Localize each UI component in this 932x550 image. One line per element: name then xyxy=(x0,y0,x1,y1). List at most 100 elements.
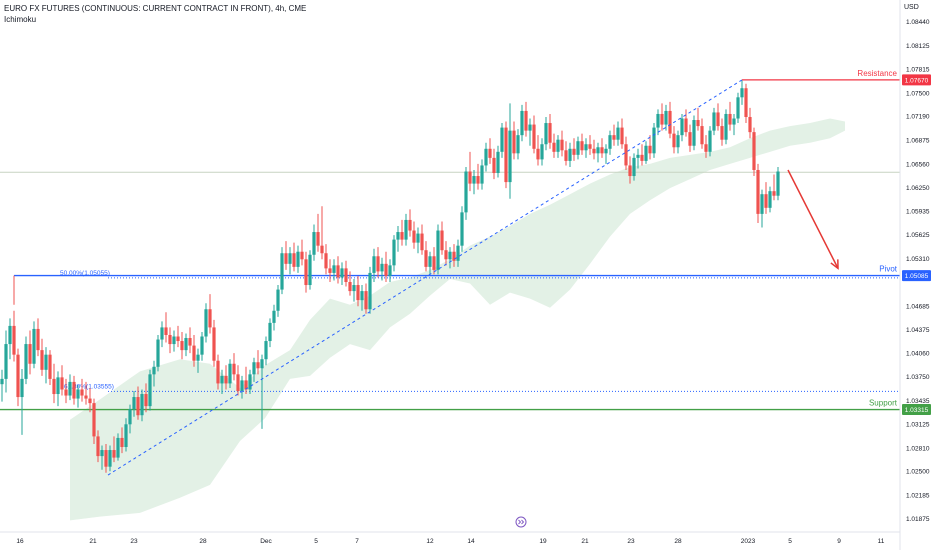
time-tick-label: 2023 xyxy=(741,538,756,545)
candle-body xyxy=(752,132,756,170)
candle-body xyxy=(600,147,604,154)
candle xyxy=(308,250,312,290)
candle-body xyxy=(76,389,80,399)
candle-body xyxy=(188,338,192,346)
candle xyxy=(264,336,268,366)
candle xyxy=(20,369,24,435)
time-tick-label: 21 xyxy=(89,538,97,545)
candle xyxy=(172,330,176,352)
candle xyxy=(764,182,768,214)
candle xyxy=(496,145,500,178)
candle-body xyxy=(72,381,76,399)
level-price-tag-text-support: 1.03315 xyxy=(905,407,929,414)
price-axis[interactable]: 1.07670 1.05085 1.03315 1.08440 1.08125 1.078… xyxy=(899,0,931,550)
candle-body xyxy=(468,171,472,184)
level-name-support: Support xyxy=(869,399,898,408)
candle xyxy=(508,103,512,199)
candle-body xyxy=(292,253,296,267)
candle-body xyxy=(672,133,676,148)
candle xyxy=(636,148,640,169)
candle xyxy=(400,219,404,246)
candle-body xyxy=(592,148,596,154)
candle xyxy=(168,327,172,354)
candle xyxy=(312,224,316,261)
candle-body xyxy=(548,123,552,143)
candle xyxy=(712,107,716,136)
candle xyxy=(272,304,276,331)
candle-body xyxy=(624,144,628,166)
candle xyxy=(4,330,8,393)
candle-body xyxy=(304,259,308,286)
candle xyxy=(568,142,572,167)
price-tick-label: 1.08125 xyxy=(906,43,930,50)
candle xyxy=(384,251,388,283)
candle-body xyxy=(144,394,148,407)
candle-body xyxy=(352,285,356,292)
candle-body xyxy=(732,118,736,125)
candle xyxy=(696,107,700,131)
candle xyxy=(348,271,352,296)
candle-body xyxy=(552,142,556,152)
candle xyxy=(744,83,748,124)
candle-body xyxy=(44,354,48,370)
price-tick-label: 1.03125 xyxy=(906,421,930,428)
candle xyxy=(640,144,644,166)
candle xyxy=(516,129,520,160)
candle-body xyxy=(220,375,224,384)
candle xyxy=(668,101,672,139)
candle xyxy=(276,285,280,317)
candle xyxy=(340,262,344,286)
candle xyxy=(248,369,252,395)
candle-body xyxy=(748,116,752,133)
candle xyxy=(740,80,744,105)
candle-body xyxy=(348,282,352,292)
candle xyxy=(648,135,652,160)
candle xyxy=(140,389,144,422)
time-axis[interactable]: 16 21 23 28 Dec 5 7 12 14 19 21 23 28 2023 5 9 11 xyxy=(0,516,900,545)
candle xyxy=(608,130,612,155)
candle xyxy=(584,138,588,158)
candle-body xyxy=(776,171,780,196)
candle-body xyxy=(392,239,396,266)
candle xyxy=(40,338,44,376)
candle xyxy=(756,163,760,223)
indicator-label: Ichimoku xyxy=(4,15,37,24)
candle-body xyxy=(476,176,480,184)
time-tick-label: 12 xyxy=(426,538,434,545)
candle-body xyxy=(504,127,508,183)
candle xyxy=(16,348,20,407)
candle-body xyxy=(764,194,768,208)
candle-body xyxy=(508,130,512,183)
candle xyxy=(728,101,732,131)
forecast-arrow-shaft xyxy=(787,169,839,269)
candle-body xyxy=(772,191,776,196)
candle xyxy=(560,130,564,157)
candle-body xyxy=(680,118,684,136)
go-to-realtime-icon[interactable] xyxy=(515,516,527,528)
candle xyxy=(424,241,428,272)
candle-body xyxy=(28,344,32,364)
candle xyxy=(68,374,72,401)
level-price-tag-text-resistance: 1.07670 xyxy=(905,77,929,84)
candle-body xyxy=(480,165,484,184)
candle-body xyxy=(404,219,408,240)
candle xyxy=(468,151,472,192)
level-price-tag-resistance xyxy=(902,74,931,86)
candle-body xyxy=(64,389,68,396)
candle xyxy=(0,369,4,402)
candle-body xyxy=(768,191,772,208)
candle xyxy=(512,121,516,160)
candle xyxy=(56,371,60,407)
candle xyxy=(500,123,504,158)
candle xyxy=(108,445,112,472)
candle-body xyxy=(720,126,724,140)
candle xyxy=(704,135,708,158)
candle xyxy=(284,241,288,270)
candle-body xyxy=(160,327,164,340)
candle-body xyxy=(728,113,732,125)
candle-body xyxy=(308,254,312,286)
candle-body xyxy=(24,344,28,379)
candle xyxy=(484,142,488,172)
candle-body xyxy=(492,157,496,174)
